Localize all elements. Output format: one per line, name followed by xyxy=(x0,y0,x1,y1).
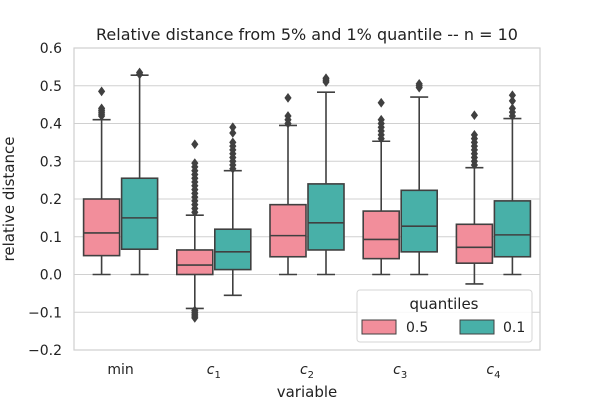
box-body xyxy=(82,198,121,257)
outlier-point xyxy=(470,110,478,121)
y-axis-label: relative distance xyxy=(0,137,18,262)
box-body xyxy=(362,210,401,260)
legend-label-0.1: 0.1 xyxy=(503,320,525,336)
legend: quantiles 0.5 0.1 xyxy=(356,289,533,343)
box-body xyxy=(176,249,214,276)
outlier-point xyxy=(377,97,385,108)
outlier-point xyxy=(229,137,237,148)
chart-title: Relative distance from 5% and 1% quantil… xyxy=(96,25,518,44)
box-body xyxy=(214,228,252,271)
x-tick-label: c3 xyxy=(393,362,407,381)
y-tick-label: −0.2 xyxy=(28,343,62,359)
x-tick-label: min xyxy=(107,362,133,378)
box-body xyxy=(120,177,159,251)
outlier-point xyxy=(229,128,237,138)
legend-title: quantiles xyxy=(410,295,479,313)
legend-label-0.5: 0.5 xyxy=(406,320,428,336)
outlier-point xyxy=(508,90,516,101)
box-0.5-0 xyxy=(82,86,121,276)
box-0.5-3 xyxy=(362,97,401,276)
box-0.1-3 xyxy=(400,79,439,276)
outlier-point xyxy=(508,95,516,106)
box-body xyxy=(493,200,532,258)
legend-swatch-0.1 xyxy=(459,319,495,335)
outlier-point xyxy=(98,86,106,97)
x-tick-label: c2 xyxy=(300,362,314,381)
outlier-point xyxy=(415,79,423,89)
box-0.5-2 xyxy=(269,92,307,276)
y-tick-label: 0.1 xyxy=(40,230,62,246)
x-tick-label: c4 xyxy=(486,362,500,381)
outlier-point xyxy=(470,129,478,140)
box-0.5-1 xyxy=(176,139,214,323)
box-body xyxy=(307,183,345,251)
outlier-point xyxy=(229,122,237,133)
box-0.1-1 xyxy=(214,122,252,297)
y-tick-label: −0.1 xyxy=(28,305,62,321)
box-layer xyxy=(82,67,532,323)
box-0.1-2 xyxy=(307,73,345,276)
outlier-point xyxy=(98,103,106,114)
y-tick-label: 0.6 xyxy=(40,41,62,57)
box-body xyxy=(455,223,494,264)
outlier-point xyxy=(191,158,199,168)
outlier-point xyxy=(322,73,330,84)
y-tick-label: 0.3 xyxy=(40,154,62,170)
box-0.1-4 xyxy=(493,90,532,276)
box-0.1-0 xyxy=(120,67,159,276)
box-body xyxy=(269,203,307,258)
y-ticks: −0.2 −0.1 0.0 0.1 0.2 0.3 0.4 0.5 0.6 xyxy=(28,41,62,359)
outlier-point xyxy=(377,114,385,125)
outlier-point xyxy=(284,92,292,103)
y-tick-label: 0.2 xyxy=(40,192,62,208)
box-0.5-4 xyxy=(455,110,494,285)
outlier-point xyxy=(136,67,144,78)
x-axis-label: variable xyxy=(277,383,338,400)
outlier-point xyxy=(284,111,292,121)
outlier-point xyxy=(508,103,516,114)
y-tick-label: 0.5 xyxy=(40,79,62,95)
y-tick-label: 0.4 xyxy=(40,117,62,133)
box-body xyxy=(400,189,439,253)
x-ticks: min c1 c2 c3 c4 xyxy=(107,362,500,381)
plot-frame xyxy=(73,47,541,351)
y-tick-label: 0.0 xyxy=(40,268,62,284)
x-tick-label: c1 xyxy=(207,362,221,381)
outlier-point xyxy=(191,139,199,150)
legend-swatch-0.5 xyxy=(361,319,397,335)
outlier-point xyxy=(191,313,199,323)
